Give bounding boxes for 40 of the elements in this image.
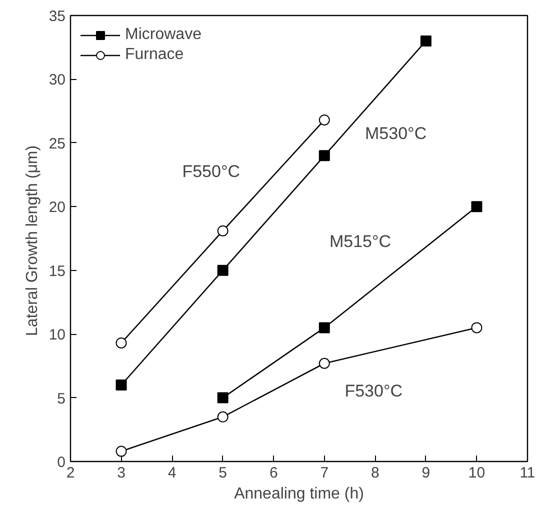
point xyxy=(116,380,127,391)
y-tick-label: 5 xyxy=(57,390,66,408)
point xyxy=(318,114,330,126)
x-tick-label: 11 xyxy=(520,464,536,482)
x-tick-label: 5 xyxy=(218,464,228,482)
y-tick-label: 30 xyxy=(48,72,66,89)
point xyxy=(318,150,330,162)
point xyxy=(318,358,330,369)
annotation: F550°C xyxy=(182,162,240,182)
annotation: F530°C xyxy=(344,381,403,400)
y-tick-label: 25 xyxy=(48,135,66,152)
x-tick-label: 2 xyxy=(66,464,75,482)
point xyxy=(318,322,330,334)
y-tick-label: 15 xyxy=(48,262,66,280)
annotation: M530°C xyxy=(365,124,427,143)
point xyxy=(116,338,127,348)
y-tick-label: 35 xyxy=(48,8,66,25)
point xyxy=(471,201,482,212)
x-tick-label: 8 xyxy=(370,464,380,482)
x-tick-label: 6 xyxy=(269,464,278,482)
y-tick-label: 20 xyxy=(48,199,66,216)
x-tick-label: 3 xyxy=(117,464,126,482)
x-tick-label: 10 xyxy=(468,464,486,482)
x-axis-title: Annealing time (h) xyxy=(234,486,364,502)
y-axis-title: Lateral Growth length (μm) xyxy=(24,145,41,336)
point xyxy=(420,35,432,46)
y-tick-label: 0 xyxy=(57,454,66,471)
point xyxy=(217,225,228,236)
x-tick-label: 7 xyxy=(320,464,329,482)
legend-label: Furnace xyxy=(125,46,184,64)
point xyxy=(217,411,228,422)
legend-label: Microwave xyxy=(125,26,202,44)
point xyxy=(116,446,127,457)
x-tick-label: 4 xyxy=(168,464,176,482)
x-tick-label: 9 xyxy=(422,464,430,482)
point xyxy=(217,264,228,276)
point xyxy=(471,322,482,334)
y-tick-label: 10 xyxy=(48,326,66,344)
annotation: M515°C xyxy=(329,232,392,252)
point xyxy=(217,392,228,404)
